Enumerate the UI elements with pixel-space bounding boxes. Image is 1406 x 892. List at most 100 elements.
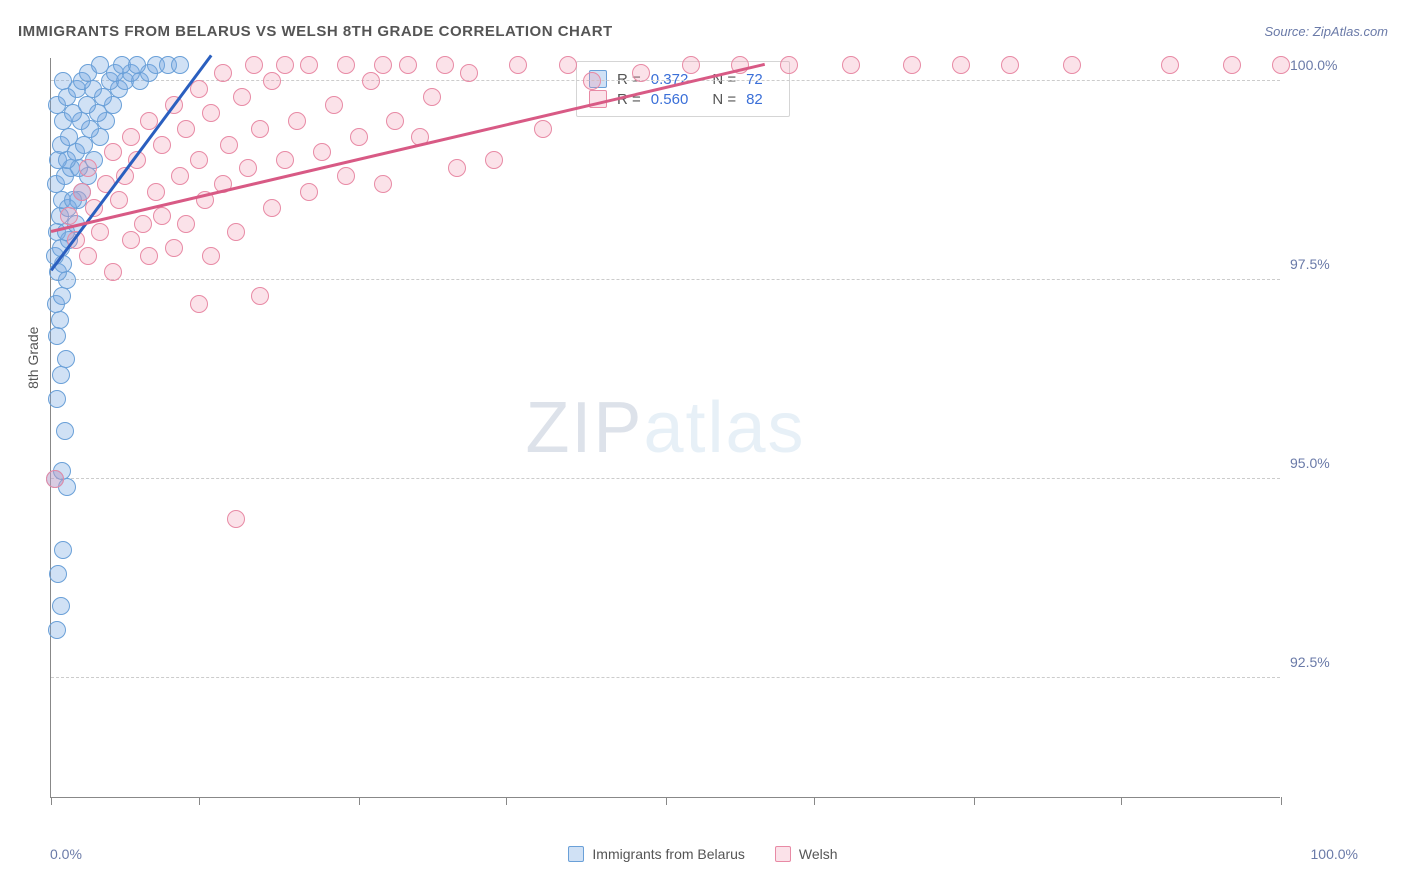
data-point — [436, 56, 454, 74]
legend-label: Welsh — [799, 846, 838, 862]
y-tick-label: 100.0% — [1290, 57, 1370, 73]
legend-n-value: 82 — [746, 91, 763, 108]
watermark: ZIPatlas — [525, 387, 805, 469]
data-point — [559, 56, 577, 74]
data-point — [91, 56, 109, 74]
legend-swatch — [568, 846, 584, 862]
data-point — [780, 56, 798, 74]
bottom-legend: Immigrants from Belarus Welsh — [0, 846, 1406, 862]
data-point — [313, 143, 331, 161]
legend-label: Immigrants from Belarus — [592, 846, 744, 862]
chart-title: IMMIGRANTS FROM BELARUS VS WELSH 8TH GRA… — [18, 23, 613, 40]
data-point — [56, 422, 74, 440]
data-point — [1161, 56, 1179, 74]
data-point — [227, 223, 245, 241]
data-point — [251, 287, 269, 305]
legend-swatch — [775, 846, 791, 862]
data-point — [632, 64, 650, 82]
data-point — [104, 143, 122, 161]
data-point — [48, 327, 66, 345]
data-point — [233, 88, 251, 106]
watermark-atlas: atlas — [643, 388, 805, 468]
y-tick-label: 97.5% — [1290, 256, 1370, 272]
data-point — [122, 128, 140, 146]
x-tick — [974, 797, 975, 805]
data-point — [460, 64, 478, 82]
data-point — [485, 151, 503, 169]
x-tick — [51, 797, 52, 805]
watermark-zip: ZIP — [525, 388, 643, 468]
legend-r-value: 0.560 — [651, 91, 689, 108]
data-point — [239, 159, 257, 177]
data-point — [362, 72, 380, 90]
data-point — [214, 64, 232, 82]
data-point — [54, 72, 72, 90]
data-point — [952, 56, 970, 74]
data-point — [263, 72, 281, 90]
data-point — [48, 621, 66, 639]
data-point — [509, 56, 527, 74]
data-point — [52, 366, 70, 384]
data-point — [153, 207, 171, 225]
data-point — [1223, 56, 1241, 74]
x-tick — [1281, 797, 1282, 805]
y-tick-label: 92.5% — [1290, 654, 1370, 670]
data-point — [104, 263, 122, 281]
data-point — [79, 247, 97, 265]
bottom-legend-item: Immigrants from Belarus — [568, 846, 744, 862]
data-point — [448, 159, 466, 177]
data-point — [227, 510, 245, 528]
data-point — [60, 128, 78, 146]
x-tick — [359, 797, 360, 805]
data-point — [134, 215, 152, 233]
bottom-legend-item: Welsh — [775, 846, 838, 862]
source-label: Source: ZipAtlas.com — [1264, 24, 1388, 39]
data-point — [288, 112, 306, 130]
data-point — [48, 390, 66, 408]
data-point — [399, 56, 417, 74]
data-point — [1063, 56, 1081, 74]
title-bar: IMMIGRANTS FROM BELARUS VS WELSH 8TH GRA… — [18, 20, 1388, 42]
data-point — [177, 120, 195, 138]
data-point — [52, 597, 70, 615]
data-point — [171, 56, 189, 74]
data-point — [903, 56, 921, 74]
legend-n-label: N = — [712, 91, 736, 108]
data-point — [1272, 56, 1290, 74]
data-point — [190, 295, 208, 313]
data-point — [300, 183, 318, 201]
data-point — [386, 112, 404, 130]
x-tick — [199, 797, 200, 805]
data-point — [79, 159, 97, 177]
gridline-h — [51, 80, 1280, 81]
data-point — [140, 247, 158, 265]
data-point — [583, 72, 601, 90]
data-point — [165, 239, 183, 257]
data-point — [263, 199, 281, 217]
data-point — [147, 183, 165, 201]
data-point — [202, 247, 220, 265]
data-point — [337, 167, 355, 185]
plot-area: ZIPatlas R =0.372N =72R =0.560N =82 92.5… — [50, 58, 1280, 798]
data-point — [122, 231, 140, 249]
x-tick — [1121, 797, 1122, 805]
data-point — [374, 56, 392, 74]
data-point — [276, 151, 294, 169]
x-tick — [814, 797, 815, 805]
data-point — [46, 470, 64, 488]
data-point — [245, 56, 263, 74]
data-point — [276, 56, 294, 74]
data-point — [325, 96, 343, 114]
data-point — [171, 167, 189, 185]
data-point — [49, 565, 67, 583]
data-point — [54, 541, 72, 559]
gridline-h — [51, 478, 1280, 479]
data-point — [350, 128, 368, 146]
y-axis-title: 8th Grade — [25, 327, 41, 389]
data-point — [1001, 56, 1019, 74]
data-point — [73, 183, 91, 201]
data-point — [337, 56, 355, 74]
data-point — [190, 151, 208, 169]
data-point — [202, 104, 220, 122]
data-point — [374, 175, 392, 193]
